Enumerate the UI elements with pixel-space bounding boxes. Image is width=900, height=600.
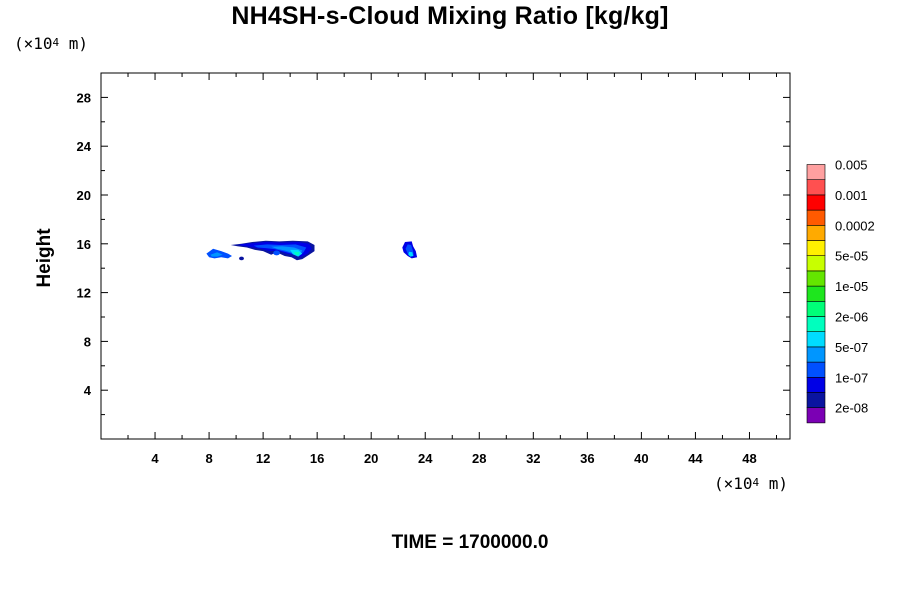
colorbar-label: 0.005 — [835, 158, 868, 173]
x-tick-label: 4 — [151, 451, 159, 466]
colorbar-label: 1e-05 — [835, 279, 868, 294]
x-tick-label: 48 — [742, 451, 756, 466]
y-tick-label: 12 — [77, 286, 91, 301]
axis-ticks — [101, 73, 790, 439]
plot-frame — [100, 72, 791, 440]
colorbar-band — [806, 209, 826, 226]
colorbar-band — [806, 392, 826, 408]
colorbar-band — [806, 194, 826, 211]
x-tick-label: 12 — [256, 451, 270, 466]
x-axis-unit: (×104 m) — [714, 474, 789, 493]
y-tick-label: 20 — [77, 188, 91, 203]
colorbar-label: 0.0002 — [835, 218, 875, 233]
colorbar-label: 0.001 — [835, 188, 868, 203]
y-tick-label: 8 — [84, 334, 91, 349]
colorbar-label: 5e-07 — [835, 340, 868, 355]
colorbar-band — [806, 376, 826, 393]
chart-title: NH4SH-s-Cloud Mixing Ratio [kg/kg] — [231, 2, 669, 30]
colorbar-band — [806, 331, 826, 348]
colorbar-band — [806, 300, 826, 317]
y-tick-label: 28 — [77, 90, 91, 105]
colorbar-label: 2e-08 — [835, 401, 868, 416]
time-label: TIME = 1700000.0 — [391, 532, 549, 553]
cloud-band-central-max — [294, 251, 300, 256]
x-tick-labels: 4 8 12 16 20 24 28 32 36 40 44 48 — [151, 451, 756, 466]
cloud-field — [206, 240, 418, 261]
colorbar-band — [806, 179, 826, 196]
x-tick-label: 20 — [364, 451, 378, 466]
x-tick-label: 24 — [418, 451, 433, 466]
colorbar: 2e-08 1e-07 5e-07 2e-06 1e-05 5e-05 0.0002 0.00… — [806, 158, 875, 424]
x-tick-label: 16 — [310, 451, 324, 466]
cloud-patch-east-core — [408, 251, 414, 257]
y-tick-label: 16 — [77, 237, 91, 252]
colorbar-band — [806, 285, 826, 302]
colorbar-band — [806, 270, 826, 287]
colorbar-band — [806, 240, 826, 256]
cloud-speck — [273, 250, 281, 256]
colorbar-band — [806, 361, 826, 378]
x-tick-label: 32 — [526, 451, 540, 466]
colorbar-label: 2e-06 — [835, 310, 868, 325]
x-tick-label: 44 — [688, 451, 703, 466]
colorbar-band — [806, 164, 826, 180]
colorbar-band — [806, 346, 826, 363]
y-axis-title: Height — [34, 228, 55, 288]
colorbar-band — [806, 407, 826, 424]
cloud-patch-west-core — [210, 252, 223, 257]
x-tick-label: 40 — [634, 451, 648, 466]
colorbar-band — [806, 225, 826, 241]
cloud-speck — [239, 256, 244, 261]
x-tick-label: 36 — [580, 451, 594, 466]
colorbar-label: 5e-05 — [835, 249, 868, 264]
y-tick-label: 4 — [84, 383, 92, 398]
colorbar-label: 1e-07 — [835, 370, 868, 385]
colorbar-band — [806, 255, 826, 272]
y-tick-labels: 4 8 12 16 20 24 28 — [77, 90, 92, 398]
colorbar-band — [806, 316, 826, 332]
x-tick-label: 8 — [205, 451, 212, 466]
y-axis-unit: (×104 m) — [14, 34, 89, 53]
x-tick-label: 28 — [472, 451, 486, 466]
y-tick-label: 24 — [77, 139, 92, 154]
